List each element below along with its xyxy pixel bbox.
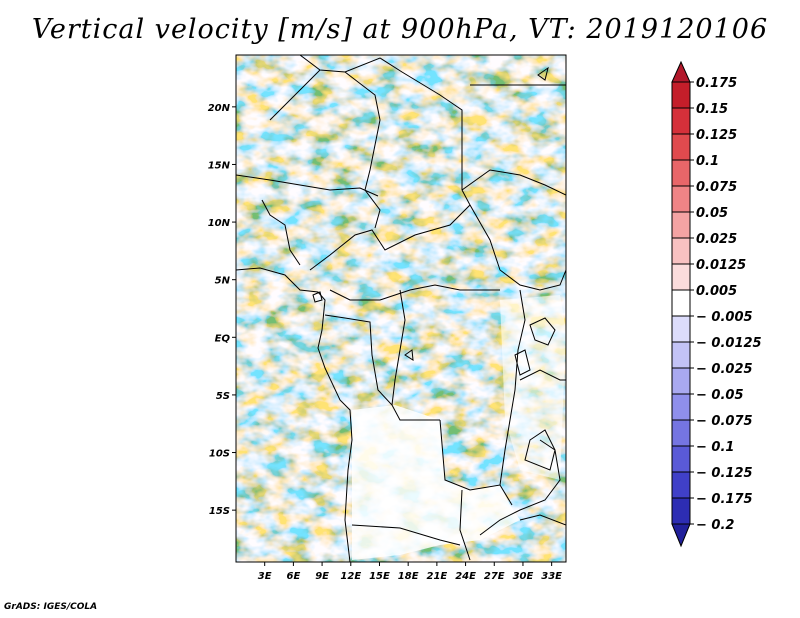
x-tick-label: 6E xyxy=(286,571,300,582)
colorbar-box xyxy=(671,159,691,187)
colorbar-label: 0.005 xyxy=(696,284,737,299)
colorbar-box xyxy=(671,81,691,109)
colorbar-label: − 0.175 xyxy=(696,492,753,507)
x-tick-label: 9E xyxy=(315,571,329,582)
y-tick-label: 10S xyxy=(209,449,230,460)
colorbar-label: − 0.005 xyxy=(696,310,753,325)
map-frame xyxy=(235,54,567,563)
colorbar-box xyxy=(671,315,691,343)
colorbar-box xyxy=(671,445,691,473)
colorbar-label: − 0.025 xyxy=(696,362,753,377)
x-tick-label: 15E xyxy=(369,571,390,582)
colorbar-label: 0.125 xyxy=(696,128,737,143)
y-tick-label: 10N xyxy=(208,218,231,229)
colorbar-label: 0.025 xyxy=(696,232,737,247)
x-tick-label: 33E xyxy=(541,571,562,582)
x-tick-label: 30E xyxy=(513,571,534,582)
y-axis: 20N 15N 10N 5N EQ 5S 10S 15S xyxy=(208,103,236,517)
colorbar-label: 0.0125 xyxy=(696,258,746,273)
colorbar-label: − 0.2 xyxy=(696,518,734,533)
x-tick-label: 18E xyxy=(398,571,419,582)
colorbar-box xyxy=(671,237,691,265)
y-tick-label: 5N xyxy=(215,276,231,287)
y-tick-label: 20N xyxy=(208,103,231,114)
x-tick-label: 12E xyxy=(340,571,361,582)
colorbar-box xyxy=(671,133,691,161)
colorbar-label: 0.075 xyxy=(696,180,737,195)
y-tick-label: 5S xyxy=(216,391,230,402)
colorbar-box xyxy=(671,393,691,421)
country-borders xyxy=(236,55,566,562)
colorbar-box xyxy=(671,185,691,213)
x-tick-label: 24E xyxy=(455,571,476,582)
colorbar-bottom-arrow xyxy=(671,523,691,548)
map-panel xyxy=(235,54,567,563)
colorbar-label: − 0.125 xyxy=(696,466,753,481)
colorbar-box xyxy=(671,497,691,525)
grads-credit: GrADS: IGES/COLA xyxy=(4,602,98,612)
colorbar-box xyxy=(671,211,691,239)
colorbar-box xyxy=(671,471,691,499)
y-tick-label: 15S xyxy=(209,506,230,517)
y-tick-label: EQ xyxy=(215,333,231,344)
x-tick-label: 27E xyxy=(484,571,505,582)
colorbar-box xyxy=(671,341,691,369)
x-axis: 3E 6E 9E 12E 15E 18E 21E 24E 27E 30E 33E xyxy=(258,562,562,582)
colorbar-label: 0.1 xyxy=(696,154,719,169)
colorbar-label: − 0.0125 xyxy=(696,336,762,351)
colorbar-label: − 0.1 xyxy=(696,440,734,455)
colorbar-box xyxy=(671,289,691,317)
colorbar-label: − 0.075 xyxy=(696,414,753,429)
colorbar-label: 0.05 xyxy=(696,206,728,221)
colorbar-box xyxy=(671,263,691,291)
colorbar-box xyxy=(671,419,691,447)
x-tick-label: 21E xyxy=(426,571,447,582)
y-tick-label: 15N xyxy=(208,160,231,171)
colorbar-label: − 0.05 xyxy=(696,388,744,403)
colorbar-label: 0.15 xyxy=(696,102,728,117)
colorbar-label: 0.175 xyxy=(696,76,737,91)
colorbar-top-arrow xyxy=(671,60,691,83)
colorbar-box xyxy=(671,367,691,395)
chart-title: Vertical velocity [m/s] at 900hPa, VT: 2… xyxy=(31,14,769,45)
colorbar: 0.175 0.15 0.125 0.1 0.075 0.05 0.025 0.0125 0.0… xyxy=(671,60,762,548)
x-tick-label: 3E xyxy=(258,571,272,582)
colorbar-box xyxy=(671,107,691,135)
